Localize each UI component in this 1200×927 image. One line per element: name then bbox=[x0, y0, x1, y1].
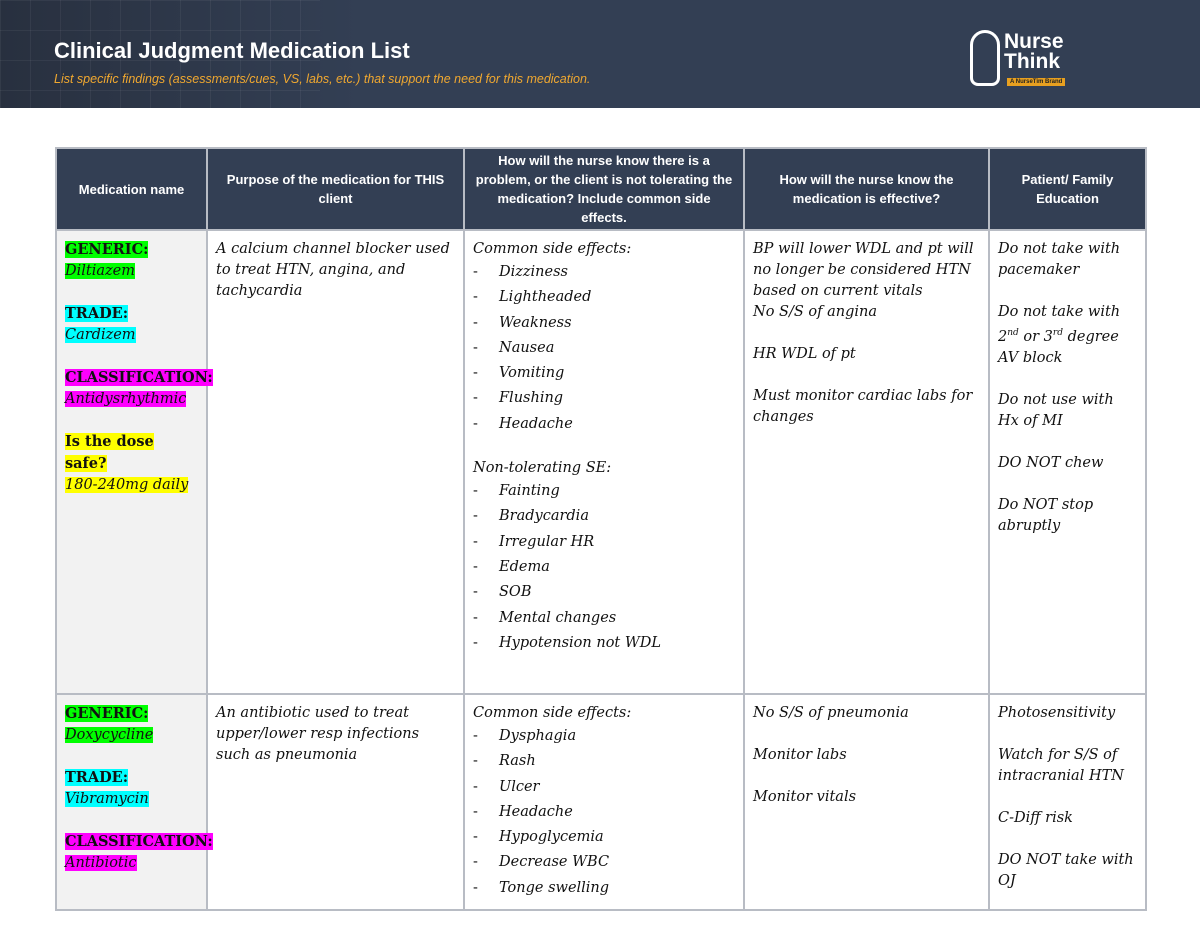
col-header-problem: How will the nurse know there is a probl… bbox=[463, 147, 745, 231]
common-side-effects-list: DizzinessLightheadedWeaknessNauseaVomiti… bbox=[473, 260, 735, 437]
lightbulb-icon bbox=[970, 30, 1000, 86]
side-effect-item: Tonge swelling bbox=[473, 876, 735, 902]
non-tolerating-item: SOB bbox=[473, 580, 735, 606]
class-label: CLASSIFICATION: bbox=[65, 833, 213, 850]
education-item: Watch for S/S of intracranial HTN bbox=[998, 747, 1124, 784]
generic-label: GENERIC: bbox=[65, 241, 149, 258]
side-effect-item: Weakness bbox=[473, 311, 735, 337]
side-effect-item: Vomiting bbox=[473, 361, 735, 387]
table-row: GENERIC: Doxycycline TRADE: Vibramycin CLASS… bbox=[55, 692, 1147, 912]
effectiveness-line: BP will lower WDL and pt will no longer … bbox=[753, 241, 974, 299]
common-side-effects-label: Common side effects: bbox=[473, 241, 632, 257]
side-effect-item: Headache bbox=[473, 800, 735, 826]
problem-cell: Common side effects: DizzinessLightheaded… bbox=[463, 229, 745, 695]
class-value: Antibiotic bbox=[65, 855, 137, 871]
logo-line1: Nurse bbox=[1004, 30, 1064, 53]
trade-label: TRADE: bbox=[65, 769, 129, 786]
trade-block: TRADE: Vibramycin bbox=[65, 767, 198, 810]
class-block: CLASSIFICATION: Antibiotic bbox=[65, 831, 213, 874]
side-effect-item: Headache bbox=[473, 412, 735, 438]
nursethink-logo: Nurse Think A NurseTim Brand bbox=[970, 28, 1085, 90]
effectiveness-item: Monitor vitals bbox=[753, 789, 857, 805]
side-effect-item: Hypoglycemia bbox=[473, 825, 735, 851]
non-tolerating-item: Edema bbox=[473, 555, 735, 581]
effectiveness-cell: No S/S of pneumonia Monitor labs Monitor v… bbox=[743, 692, 990, 912]
dose-value: 180-240mg daily bbox=[65, 477, 189, 493]
education-item: Do not take with 2nd or 3rd degree AV bl… bbox=[998, 304, 1121, 366]
generic-value: Diltiazem bbox=[65, 263, 135, 279]
common-side-effects-list: DysphagiaRashUlcerHeadacheHypoglycemiaDe… bbox=[473, 724, 735, 901]
table-row: GENERIC: Diltiazem TRADE: Cardizem CLASSIFIC… bbox=[55, 229, 1147, 695]
class-block: CLASSIFICATION: Antidysrhythmic bbox=[65, 367, 213, 410]
education-cell: Do not take with pacemaker Do not take wi… bbox=[988, 229, 1147, 695]
dose-label: Is the dose safe? bbox=[65, 433, 154, 472]
col-header-medication-name: Medication name bbox=[55, 147, 208, 231]
non-tolerating-item: Fainting bbox=[473, 479, 735, 505]
banner-pattern bbox=[0, 0, 320, 108]
education-item: Do NOT stop abruptly bbox=[998, 496, 1094, 534]
trade-label: TRADE: bbox=[65, 305, 129, 322]
side-effect-item: Nausea bbox=[473, 336, 735, 362]
education-item: Do not take with pacemaker bbox=[998, 241, 1121, 278]
side-effect-item: Lightheaded bbox=[473, 285, 735, 311]
education-item: C-Diff risk bbox=[998, 810, 1073, 826]
education-item: Photosensitivity bbox=[998, 705, 1116, 721]
non-tolerating-item: Hypotension not WDL bbox=[473, 631, 735, 657]
dose-block: Is the dose safe? 180-240mg daily bbox=[65, 431, 198, 496]
page-subtitle: List specific findings (assessments/cues… bbox=[54, 72, 591, 86]
logo-tagline: A NurseTim Brand bbox=[1007, 78, 1066, 86]
non-tolerating-item: Bradycardia bbox=[473, 504, 735, 530]
medication-name-cell: GENERIC: Doxycycline TRADE: Vibramycin CLASS… bbox=[55, 692, 213, 912]
effectiveness-item: No S/S of pneumonia bbox=[753, 705, 909, 721]
purpose-cell: An antibiotic used to treat upper/lower … bbox=[206, 692, 465, 912]
generic-block: GENERIC: Doxycycline bbox=[65, 703, 198, 746]
generic-block: GENERIC: Diltiazem bbox=[65, 239, 198, 282]
purpose-cell: A calcium channel blocker used to treat … bbox=[206, 229, 465, 695]
page-title: Clinical Judgment Medication List bbox=[54, 38, 410, 63]
non-tolerating-item: Mental changes bbox=[473, 606, 735, 632]
education-item: DO NOT chew bbox=[998, 454, 1104, 471]
class-label: CLASSIFICATION: bbox=[65, 369, 213, 386]
side-effect-item: Decrease WBC bbox=[473, 850, 735, 876]
non-tolerating-label: Non-tolerating SE: bbox=[473, 460, 612, 477]
generic-label: GENERIC: bbox=[65, 705, 149, 722]
medication-table: Medication name Purpose of the medicatio… bbox=[55, 147, 1147, 912]
non-tolerating-item: Irregular HR bbox=[473, 530, 735, 556]
effectiveness-item: HR WDL of pt bbox=[753, 346, 856, 362]
side-effect-item: Flushing bbox=[473, 386, 735, 412]
side-effect-item: Dysphagia bbox=[473, 724, 735, 750]
effectiveness-cell: BP will lower WDL and pt will no longer … bbox=[743, 229, 990, 695]
header-banner: Clinical Judgment Medication List List s… bbox=[0, 0, 1200, 108]
education-item: DO NOT take with OJ bbox=[998, 852, 1134, 889]
effectiveness-line: No S/S of angina bbox=[753, 304, 877, 320]
problem-cell: Common side effects: DysphagiaRashUlcerHe… bbox=[463, 692, 745, 912]
education-item: Do not use with Hx of MI bbox=[998, 391, 1114, 429]
common-side-effects-label: Common side effects: bbox=[473, 705, 632, 721]
trade-value: Cardizem bbox=[65, 327, 136, 343]
col-header-purpose: Purpose of the medication for THIS clien… bbox=[206, 147, 465, 231]
non-tolerating-list: FaintingBradycardiaIrregular HREdemaSOBM… bbox=[473, 479, 735, 656]
class-value: Antidysrhythmic bbox=[65, 391, 187, 407]
effectiveness-item: Monitor labs bbox=[753, 747, 847, 763]
table-header-row: Medication name Purpose of the medicatio… bbox=[55, 147, 1147, 231]
trade-value: Vibramycin bbox=[65, 791, 149, 807]
effectiveness-item: BP will lower WDL and pt will no longer … bbox=[753, 239, 980, 323]
logo-line2: Think bbox=[1004, 50, 1060, 73]
trade-block: TRADE: Cardizem bbox=[65, 303, 198, 346]
side-effect-item: Dizziness bbox=[473, 260, 735, 286]
effectiveness-item: Must monitor cardiac labs for changes bbox=[753, 388, 973, 425]
education-cell: Photosensitivity Watch for S/S of intracr… bbox=[988, 692, 1147, 912]
medication-name-cell: GENERIC: Diltiazem TRADE: Cardizem CLASSIFIC… bbox=[55, 229, 213, 695]
generic-value: Doxycycline bbox=[65, 727, 154, 743]
col-header-education: Patient/ Family Education bbox=[988, 147, 1147, 231]
col-header-effective: How will the nurse know the medication i… bbox=[743, 147, 990, 231]
side-effect-item: Ulcer bbox=[473, 775, 735, 801]
side-effect-item: Rash bbox=[473, 749, 735, 775]
